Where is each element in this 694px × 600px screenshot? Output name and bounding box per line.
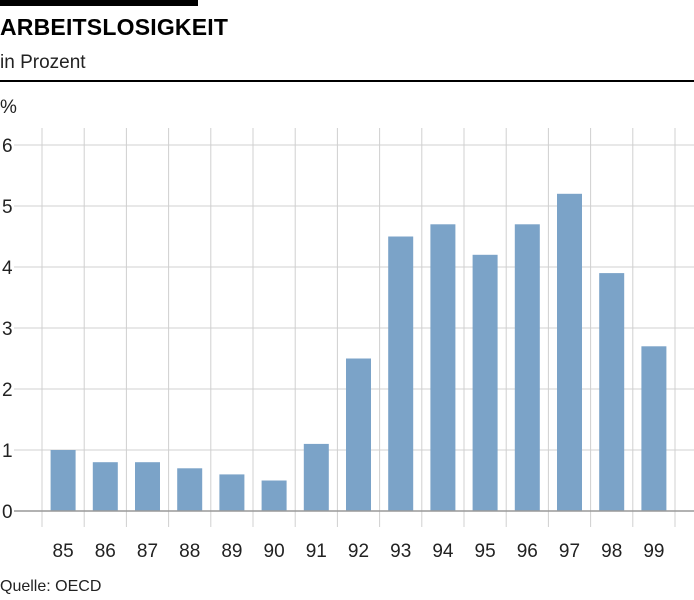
y-tick-4: 4 (2, 258, 13, 279)
bar-96 (514, 224, 540, 512)
y-tick-1: 1 (2, 441, 13, 462)
x-tick-88: 88 (179, 541, 200, 562)
y-tick-labels: 0 1 2 3 4 5 6 (2, 136, 13, 523)
y-axis-unit: % (0, 97, 17, 118)
x-tick-85: 85 (53, 541, 74, 562)
x-tick-90: 90 (264, 541, 285, 562)
y-tick-2: 2 (2, 380, 13, 401)
bars (50, 193, 667, 512)
x-tick-91: 91 (306, 541, 327, 562)
bar-97 (557, 193, 582, 512)
x-tick-96: 96 (517, 541, 538, 562)
y-tick-6: 6 (2, 136, 13, 157)
source-note: Quelle: OECD (0, 578, 102, 595)
y-tick-3: 3 (2, 319, 13, 340)
chart-title: ARBEITSLOSIGKEIT (0, 14, 229, 40)
bar-99 (641, 346, 667, 511)
x-tick-97: 97 (559, 541, 580, 562)
bar-98 (599, 273, 625, 511)
bar-93 (388, 236, 414, 511)
bar-85 (50, 450, 76, 511)
x-tick-95: 95 (475, 541, 496, 562)
x-tick-93: 93 (390, 541, 411, 562)
x-tick-99: 99 (643, 541, 664, 562)
y-tick-5: 5 (2, 197, 13, 218)
bar-87 (135, 462, 160, 511)
bar-89 (219, 474, 245, 511)
header-accent-bar (0, 0, 198, 6)
bar-94 (430, 224, 456, 512)
bar-91 (303, 443, 329, 511)
chart-subtitle: in Prozent (0, 52, 86, 73)
bar-95 (472, 254, 498, 512)
x-tick-labels: 85 86 87 88 89 90 91 92 93 94 95 96 97 98 99 (53, 541, 665, 562)
x-tick-89: 89 (221, 541, 242, 562)
bar-86 (92, 462, 118, 511)
bar-90 (261, 480, 287, 511)
x-tick-87: 87 (137, 541, 158, 562)
bar-92 (346, 358, 371, 511)
x-tick-94: 94 (432, 541, 454, 562)
x-tick-86: 86 (95, 541, 116, 562)
grid-lines (14, 128, 694, 527)
bar-88 (177, 468, 203, 511)
y-tick-0: 0 (2, 502, 13, 523)
header-rule (0, 80, 694, 82)
x-tick-98: 98 (601, 541, 622, 562)
x-tick-92: 92 (348, 541, 369, 562)
